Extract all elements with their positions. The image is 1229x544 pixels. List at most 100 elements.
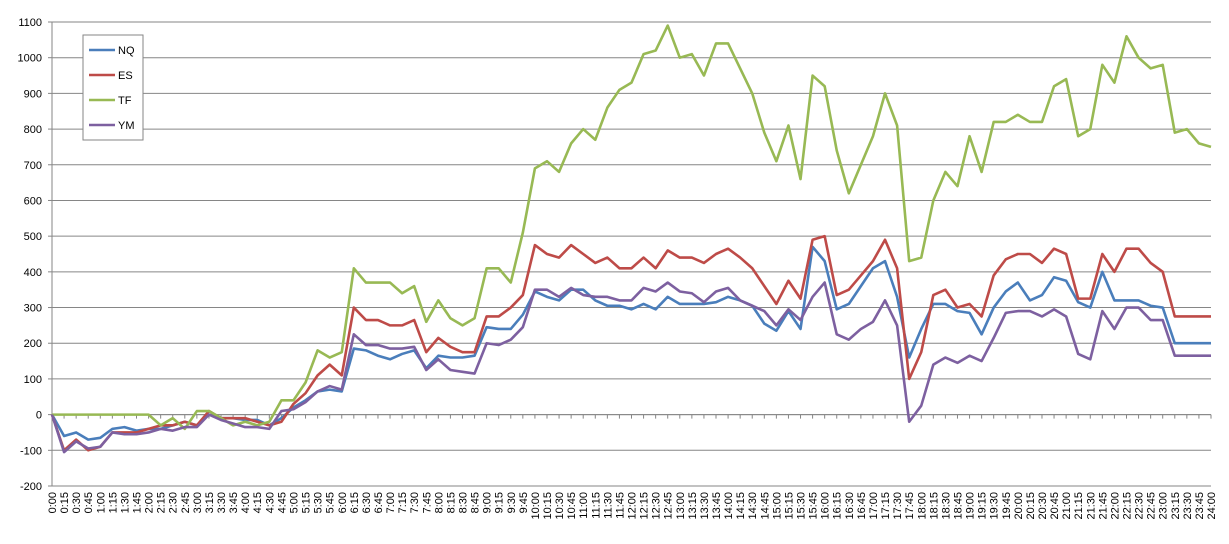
legend: NQ ES TF YM: [82, 34, 144, 141]
x-tick-label: 8:45: [470, 492, 482, 513]
x-tick-label: 7:15: [397, 492, 409, 513]
legend-label: NQ: [118, 45, 135, 57]
x-tick-label: 22:45: [1146, 492, 1158, 520]
x-tick-label: 21:15: [1073, 492, 1085, 520]
x-tick-label: 11:45: [614, 492, 626, 519]
x-tick-label: 5:15: [301, 492, 313, 513]
x-tick-label: 4:00: [240, 492, 252, 513]
y-tick-label: -100: [20, 445, 42, 457]
x-tick-label: 12:30: [651, 492, 663, 520]
legend-label: TF: [118, 95, 132, 107]
x-tick-label: 5:30: [313, 492, 325, 513]
x-tick-label: 0:00: [47, 492, 59, 513]
y-tick-label: 400: [24, 267, 42, 279]
y-tick-label: 800: [24, 124, 42, 136]
x-tick-label: 22:30: [1134, 492, 1146, 520]
x-tick-label: 8:30: [457, 492, 469, 513]
x-tick-label: 6:45: [373, 492, 385, 513]
x-tick-label: 18:30: [940, 492, 952, 520]
x-tick-label: 18:15: [928, 492, 940, 520]
x-tick-label: 21:45: [1097, 492, 1109, 520]
x-tick-label: 9:45: [518, 492, 530, 513]
x-tick-label: 8:15: [445, 492, 457, 513]
y-tick-label: 1100: [18, 17, 42, 29]
x-tick-label: 11:15: [590, 492, 602, 519]
x-tick-label: 20:15: [1025, 492, 1037, 520]
series-line: [50, 245, 1211, 441]
x-tick-label: 20:30: [1037, 492, 1049, 520]
x-tick-label: 22:15: [1121, 492, 1133, 520]
x-tick-label: 15:45: [808, 492, 820, 520]
x-tick-label: 3:45: [228, 492, 240, 513]
series-line: [52, 24, 1212, 431]
x-tick-label: 18:45: [952, 492, 964, 520]
y-tick-label: 700: [24, 160, 42, 172]
x-tick-label: 13:00: [675, 492, 687, 520]
y-tick-label: 600: [24, 195, 42, 207]
x-tick-label: 21:00: [1061, 492, 1073, 520]
x-tick-label: 3:00: [192, 492, 204, 513]
x-tick-label: 10:00: [530, 492, 542, 520]
x-tick-label: 4:30: [264, 492, 276, 513]
y-tick-label: 300: [24, 303, 42, 315]
x-tick-label: 0:30: [71, 492, 83, 513]
series-line: [50, 234, 1211, 452]
x-tick-label: 15:00: [771, 492, 783, 520]
x-tick-label: 16:45: [856, 492, 868, 520]
x-tick-label: 1:00: [95, 492, 107, 513]
x-tick-label: 2:00: [144, 492, 156, 513]
x-tick-label: 19:00: [965, 492, 977, 520]
x-tick-label: 17:00: [868, 492, 880, 520]
x-tick-label: 7:30: [409, 492, 421, 513]
x-tick-label: 19:45: [1001, 492, 1013, 520]
x-tick-label: 10:30: [554, 492, 566, 520]
x-tick-label: 12:45: [663, 492, 675, 520]
x-tick-label: 10:15: [542, 492, 554, 520]
x-tick-label: 13:30: [699, 492, 711, 520]
y-tick-label: -200: [20, 481, 42, 493]
x-tick-label: 9:15: [494, 492, 506, 513]
x-tick-label: 1:15: [107, 492, 119, 513]
x-tick-label: 23:00: [1158, 492, 1170, 520]
x-tick-label: 20:45: [1049, 492, 1061, 520]
x-tick-label: 8:00: [433, 492, 445, 513]
x-tick-label: 2:45: [180, 492, 192, 513]
x-tick-label: 3:15: [204, 492, 216, 513]
x-tick-label: 6:00: [337, 492, 349, 513]
x-tick-label: 23:30: [1182, 492, 1194, 520]
x-tick-label: 14:15: [735, 492, 747, 520]
x-tick-label: 9:00: [482, 492, 494, 513]
x-tick-label: 16:00: [820, 492, 832, 520]
x-tick-label: 17:45: [904, 492, 916, 520]
x-tick-label: 1:30: [119, 492, 131, 513]
x-tick-label: 1:45: [132, 492, 144, 513]
y-tick-label: 900: [24, 88, 42, 100]
x-tick-label: 22:00: [1109, 492, 1121, 520]
x-tick-label: 17:30: [892, 492, 904, 520]
x-tick-label: 4:15: [252, 492, 264, 513]
x-tick-label: 7:45: [421, 492, 433, 513]
x-tick-label: 15:30: [796, 492, 808, 520]
legend-label: ES: [118, 70, 133, 82]
x-tick-label: 24:00: [1206, 492, 1218, 520]
y-tick-label: 0: [36, 410, 42, 422]
x-tick-label: 11:30: [602, 492, 614, 519]
x-tick-label: 11:00: [578, 492, 590, 519]
y-tick-label: 100: [24, 374, 42, 386]
x-tick-label: 16:30: [844, 492, 856, 520]
x-tick-label: 2:15: [156, 492, 168, 513]
x-tick-label: 14:00: [723, 492, 735, 520]
x-tick-label: 15:15: [783, 492, 795, 520]
x-tick-label: 3:30: [216, 492, 228, 513]
x-tick-label: 23:45: [1194, 492, 1206, 520]
x-tick-label: 9:30: [506, 492, 518, 513]
x-tick-label: 6:15: [349, 492, 361, 513]
legend-box: [82, 34, 144, 141]
x-tick-label: 4:45: [276, 492, 288, 513]
x-tick-label: 14:30: [747, 492, 759, 520]
x-tick-label: 2:30: [168, 492, 180, 513]
x-tick-label: 14:45: [759, 492, 771, 520]
y-tick-label: 500: [24, 231, 42, 243]
x-tick-label: 5:45: [325, 492, 337, 513]
x-tick-label: 13:45: [711, 492, 723, 520]
